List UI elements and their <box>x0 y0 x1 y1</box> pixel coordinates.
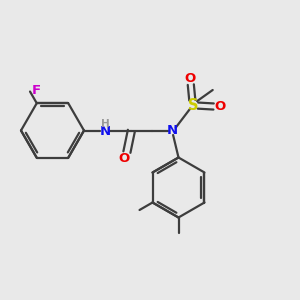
Text: O: O <box>119 152 130 165</box>
Text: H: H <box>100 119 109 129</box>
Text: S: S <box>188 98 199 112</box>
Text: N: N <box>99 124 111 138</box>
Text: F: F <box>32 84 41 98</box>
Text: N: N <box>167 124 178 137</box>
Text: O: O <box>184 71 196 85</box>
Text: O: O <box>214 100 226 113</box>
